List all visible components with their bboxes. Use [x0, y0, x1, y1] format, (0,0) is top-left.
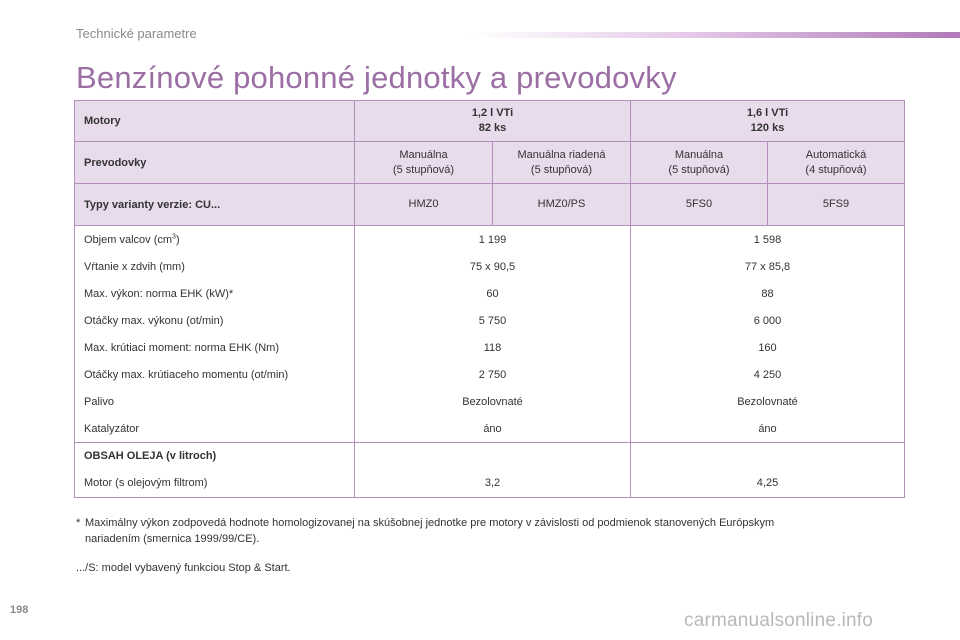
gearboxes-label: Prevodovky: [74, 141, 355, 184]
footnote-line-2: nariadením (smernica 1999/99/CE).: [85, 533, 260, 545]
row-value-engine-1: 75 x 90,5: [354, 253, 631, 280]
stop-start-note: .../S: model vybavený funkciou Stop & St…: [76, 562, 291, 574]
row-value-engine-1: 2 750: [354, 361, 631, 388]
engine-1-power: 82 ks: [478, 122, 507, 134]
gearbox-speeds: (4 stupňová): [805, 163, 867, 176]
row-value-engine-1: 5 750: [354, 307, 631, 334]
row-label: Max. krútiaci moment: norma EHK (Nm): [74, 334, 355, 361]
table-row: Max. krútiaci moment: norma EHK (Nm) 118…: [74, 334, 905, 361]
page-title: Benzínové pohonné jednotky a prevodovky: [76, 60, 677, 95]
row-label: Katalyzátor: [74, 415, 355, 443]
oil-row-label: Motor (s olejovým filtrom): [74, 469, 355, 498]
table-row: Palivo Bezolovnaté Bezolovnaté: [74, 388, 905, 415]
row-label: Palivo: [74, 388, 355, 415]
row-value-engine-2: 6 000: [630, 307, 905, 334]
oil-value-engine-2: 4,25: [630, 469, 905, 498]
row-label: Max. výkon: norma EHK (kW)*: [74, 280, 355, 307]
gearbox-cell: Manuálna (5 stupňová): [354, 141, 493, 184]
row-value-engine-2: 4 250: [630, 361, 905, 388]
table-row: Katalyzátor áno áno: [74, 415, 905, 443]
engine-1-header: 1,2 l VTi 82 ks: [354, 100, 631, 142]
row-value-engine-1: áno: [354, 415, 631, 443]
gearbox-type: Manuálna riadená: [517, 148, 606, 161]
table-row: Max. výkon: norma EHK (kW)* 60 88: [74, 280, 905, 307]
gearbox-cell: Manuálna (5 stupňová): [630, 141, 768, 184]
row-label-text: Objem valcov (cm: [84, 233, 173, 246]
table-row: Otáčky max. krútiaceho momentu (ot/min) …: [74, 361, 905, 388]
table-row: Otáčky max. výkonu (ot/min) 5 750 6 000: [74, 307, 905, 334]
row-value-engine-2: 88: [630, 280, 905, 307]
engine-2-name: 1,6 l VTi: [746, 107, 789, 119]
engines-label: Motory: [74, 100, 355, 142]
engine-1-name: 1,2 l VTi: [471, 107, 514, 119]
variant-type-cell: 5FS9: [767, 183, 905, 226]
variant-type-cell: 5FS0: [630, 183, 768, 226]
header-gradient-bar: [470, 32, 960, 38]
row-value-engine-2: 1 598: [630, 225, 905, 253]
page-number: 198: [10, 604, 29, 616]
variant-type-cell: HMZ0: [354, 183, 493, 226]
footnote-line-1: Maximálny výkon zodpovedá hodnote homolo…: [85, 517, 775, 529]
row-label-end: ): [175, 233, 180, 246]
gearbox-speeds: (5 stupňová): [668, 163, 730, 176]
oil-capacity-label: OBSAH OLEJA (v litroch): [74, 442, 355, 469]
row-value-engine-1: Bezolovnaté: [354, 388, 631, 415]
row-value-engine-2: 160: [630, 334, 905, 361]
row-value-engine-1: 1 199: [354, 225, 631, 253]
row-value-engine-2: Bezolovnaté: [630, 388, 905, 415]
table-row: Vŕtanie x zdvih (mm) 75 x 90,5 77 x 85,8: [74, 253, 905, 280]
engine-2-power: 120 ks: [750, 122, 785, 134]
row-value-engine-2: 77 x 85,8: [630, 253, 905, 280]
gearbox-type: Automatická: [805, 148, 867, 161]
row-label: Otáčky max. krútiaceho momentu (ot/min): [74, 361, 355, 388]
row-value-engine-1: 60: [354, 280, 631, 307]
oil-capacity-header-row: OBSAH OLEJA (v litroch): [74, 442, 905, 469]
gearbox-speeds: (5 stupňová): [530, 163, 593, 176]
gearbox-type: Manuálna: [399, 148, 448, 161]
gearboxes-row: Prevodovky Manuálna (5 stupňová) Manuáln…: [74, 141, 905, 184]
oil-empty-cell: [630, 442, 905, 469]
engines-row: Motory 1,2 l VTi 82 ks 1,6 l VTi 120 ks: [74, 100, 905, 142]
table-row: Objem valcov (cm3) 1 199 1 598: [74, 225, 905, 253]
footnote: * Maximálny výkon zodpovedá hodnote homo…: [76, 515, 876, 547]
watermark: carmanualsonline.info: [684, 610, 874, 631]
superscript: 3: [172, 232, 176, 240]
variant-types-row: Typy varianty verzie: CU... HMZ0 HMZ0/PS…: [74, 183, 905, 226]
footnote-star: *: [76, 517, 81, 529]
row-label: Vŕtanie x zdvih (mm): [74, 253, 355, 280]
row-label: Objem valcov (cm3): [74, 225, 355, 253]
variant-type-cell: HMZ0/PS: [492, 183, 631, 226]
oil-empty-cell: [354, 442, 631, 469]
variant-types-label: Typy varianty verzie: CU...: [74, 183, 355, 226]
row-value-engine-2: áno: [630, 415, 905, 443]
oil-value-engine-1: 3,2: [354, 469, 631, 498]
gearbox-type: Manuálna: [674, 148, 724, 161]
oil-capacity-row: Motor (s olejovým filtrom) 3,2 4,25: [74, 469, 905, 498]
engine-2-header: 1,6 l VTi 120 ks: [630, 100, 905, 142]
gearbox-speeds: (5 stupňová): [392, 163, 455, 176]
row-label: Otáčky max. výkonu (ot/min): [74, 307, 355, 334]
gearbox-cell: Manuálna riadená (5 stupňová): [492, 141, 631, 184]
row-value-engine-1: 118: [354, 334, 631, 361]
section-header: Technické parametre: [76, 26, 197, 41]
spec-table: Motory 1,2 l VTi 82 ks 1,6 l VTi 120 ks …: [74, 100, 905, 498]
gearbox-cell: Automatická (4 stupňová): [767, 141, 905, 184]
